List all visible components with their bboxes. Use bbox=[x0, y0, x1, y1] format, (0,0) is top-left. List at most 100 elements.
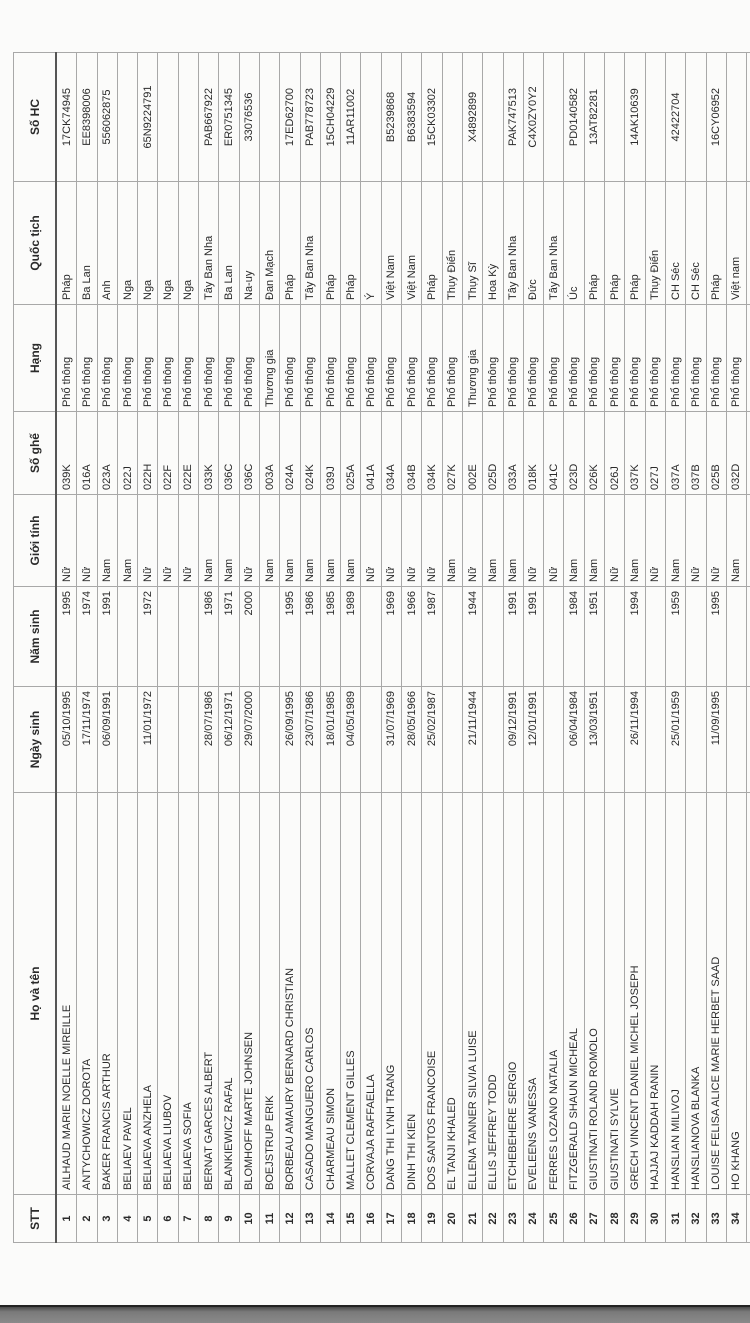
cell-full-name: ELLENA TANNER SILVIA LUISE bbox=[462, 792, 483, 1195]
cell-passport: PAB667922 bbox=[198, 52, 219, 182]
cell-nationality: Thụy Điển bbox=[645, 181, 666, 305]
cell-class: Phổ thông bbox=[320, 304, 341, 412]
cell-full-name: BORBEAU AMAURY BERNARD CHRISTIAN bbox=[279, 792, 301, 1195]
cell-birth-year: 1995 bbox=[56, 586, 77, 687]
cell-birth-year bbox=[645, 586, 666, 687]
cell-seat: 023A bbox=[97, 411, 118, 495]
cell-seat: 036C bbox=[239, 411, 260, 495]
cell-seat: 022E bbox=[178, 411, 199, 495]
empty-cell bbox=[746, 792, 750, 1195]
cell-class: Phổ thông bbox=[563, 304, 585, 412]
cell-class: Phổ thông bbox=[706, 304, 727, 412]
table-row: 23 ETCHEBEHERE SERGIO 09/12/1991 1991 Nam 033… bbox=[503, 52, 524, 1243]
cell-gender: Nữ bbox=[178, 494, 199, 587]
cell-stt: 6 bbox=[157, 1194, 179, 1243]
cell-birth-year bbox=[543, 586, 564, 687]
cell-full-name: HO KHANG bbox=[726, 792, 747, 1195]
cell-stt: 28 bbox=[604, 1194, 625, 1243]
empty-cell bbox=[746, 304, 750, 412]
table-row: 16 CORVAJA RAFFAELLA Nữ 041A Phổ thông Ý bbox=[360, 52, 382, 1243]
table-row: 1 AILHAUD MARIE NOELLE MIREILLE 05/10/1995… bbox=[56, 52, 77, 1243]
cell-seat: 037A bbox=[665, 411, 686, 495]
cell-seat: 032D bbox=[726, 411, 747, 495]
cell-stt: 12 bbox=[279, 1194, 301, 1243]
cell-passport: C4X0ZY0Y2 bbox=[523, 52, 544, 182]
cell-seat: 041C bbox=[543, 411, 564, 495]
cell-class: Phổ thông bbox=[56, 304, 77, 412]
cell-gender: Nam bbox=[340, 494, 361, 587]
cell-gender: Nam bbox=[97, 494, 118, 587]
cell-nationality: Ba Lan bbox=[76, 181, 98, 305]
cell-birth-date: 26/11/1994 bbox=[624, 686, 646, 793]
cell-gender: Nam bbox=[320, 494, 341, 587]
header-full-name: Họ và tên bbox=[13, 792, 56, 1195]
cell-birth-year bbox=[482, 586, 504, 687]
cell-passport: PAK747513 bbox=[503, 52, 524, 182]
cell-birth-date: 04/05/1989 bbox=[340, 686, 361, 793]
cell-passport bbox=[157, 52, 179, 182]
cell-class: Phổ thông bbox=[624, 304, 646, 412]
cell-passport bbox=[726, 52, 747, 182]
cell-gender: Nam bbox=[503, 494, 524, 587]
cell-stt: 2 bbox=[76, 1194, 98, 1243]
cell-birth-date: 23/07/1986 bbox=[300, 686, 321, 793]
cell-birth-date: 12/01/1991 bbox=[523, 686, 544, 793]
cell-birth-year: 1971 bbox=[218, 586, 240, 687]
cell-birth-date: 17/11/1974 bbox=[76, 686, 98, 793]
cell-stt: 15 bbox=[340, 1194, 361, 1243]
cell-seat: 037K bbox=[624, 411, 646, 495]
cell-passport bbox=[604, 52, 625, 182]
cell-passport: 15CK03302 bbox=[421, 52, 443, 182]
table-row: 2 ANTYCHOWICZ DOROTA 17/11/1974 1974 Nữ 016A P… bbox=[76, 52, 98, 1243]
cell-passport bbox=[645, 52, 666, 182]
cell-gender: Nam bbox=[218, 494, 240, 587]
cell-class: Phổ thông bbox=[97, 304, 118, 412]
cell-gender: Nam bbox=[259, 494, 280, 587]
cell-gender: Nữ bbox=[604, 494, 625, 587]
cell-gender: Nam bbox=[117, 494, 138, 587]
cell-birth-date: 18/01/1985 bbox=[320, 686, 341, 793]
cell-gender: Nữ bbox=[523, 494, 544, 587]
cell-stt: 29 bbox=[624, 1194, 646, 1243]
cell-full-name: BAKER FRANCIS ARTHUR bbox=[97, 792, 118, 1195]
cell-passport: 33076536 bbox=[239, 52, 260, 182]
cell-seat: 033K bbox=[198, 411, 219, 495]
cell-gender: Nữ bbox=[421, 494, 443, 587]
cell-gender: Nữ bbox=[137, 494, 158, 587]
cell-nationality: Việt Nam bbox=[381, 181, 402, 305]
cell-birth-year: 1959 bbox=[665, 586, 686, 687]
cell-birth-date: 11/01/1972 bbox=[137, 686, 158, 793]
cell-passport bbox=[259, 52, 280, 182]
cell-birth-date: 28/07/1986 bbox=[198, 686, 219, 793]
cell-full-name: BLOMHOFF MARTE JOHNSEN bbox=[239, 792, 260, 1195]
cell-gender: Nam bbox=[584, 494, 605, 587]
cell-full-name: DANG THI LYNH TRANG bbox=[381, 792, 402, 1195]
cell-birth-date bbox=[482, 686, 504, 793]
cell-class: Phổ thông bbox=[137, 304, 158, 412]
cell-seat: 003A bbox=[259, 411, 280, 495]
cell-gender: Nam bbox=[624, 494, 646, 587]
cell-gender: Nam bbox=[442, 494, 463, 587]
cell-passport: 13AT82281 bbox=[584, 52, 605, 182]
cell-nationality: Ba Lan bbox=[218, 181, 240, 305]
cell-gender: Nam bbox=[726, 494, 747, 587]
header-seat: Số ghế bbox=[13, 411, 56, 495]
cell-seat: 025D bbox=[482, 411, 504, 495]
table-row: 17 DANG THI LYNH TRANG 31/07/1969 1969 Nữ 034… bbox=[381, 52, 402, 1243]
cell-birth-date bbox=[360, 686, 382, 793]
cell-birth-date: 06/09/1991 bbox=[97, 686, 118, 793]
table-row: 22 ELLIS JEFFREY TODD Nam 025D Phổ thông Hoa … bbox=[482, 52, 504, 1243]
cell-passport: 16CY06952 bbox=[706, 52, 727, 182]
cell-seat: 022J bbox=[117, 411, 138, 495]
cell-seat: 025A bbox=[340, 411, 361, 495]
table-row: 10 BLOMHOFF MARTE JOHNSEN 29/07/2000 2000 Nữ… bbox=[239, 52, 260, 1243]
table-row: 9 BLANKIEWICZ RAFAL 06/12/1971 1971 Nam 036C P… bbox=[218, 52, 240, 1243]
cell-gender: Nữ bbox=[706, 494, 727, 587]
cell-full-name: DOS SANTOS FRANCOISE bbox=[421, 792, 443, 1195]
table-row: 19 DOS SANTOS FRANCOISE 25/02/1987 1987 Nữ 03… bbox=[421, 52, 443, 1243]
table-row: 20 EL TANJI KHALED Nam 027K Phổ thông Thụy Đi… bbox=[442, 52, 463, 1243]
cell-full-name: BLANKIEWICZ RAFAL bbox=[218, 792, 240, 1195]
cell-nationality: CH Séc bbox=[685, 181, 706, 305]
cell-gender: Nữ bbox=[401, 494, 422, 587]
cell-full-name: FITZGERALD SHAUN MICHEAL bbox=[563, 792, 585, 1195]
